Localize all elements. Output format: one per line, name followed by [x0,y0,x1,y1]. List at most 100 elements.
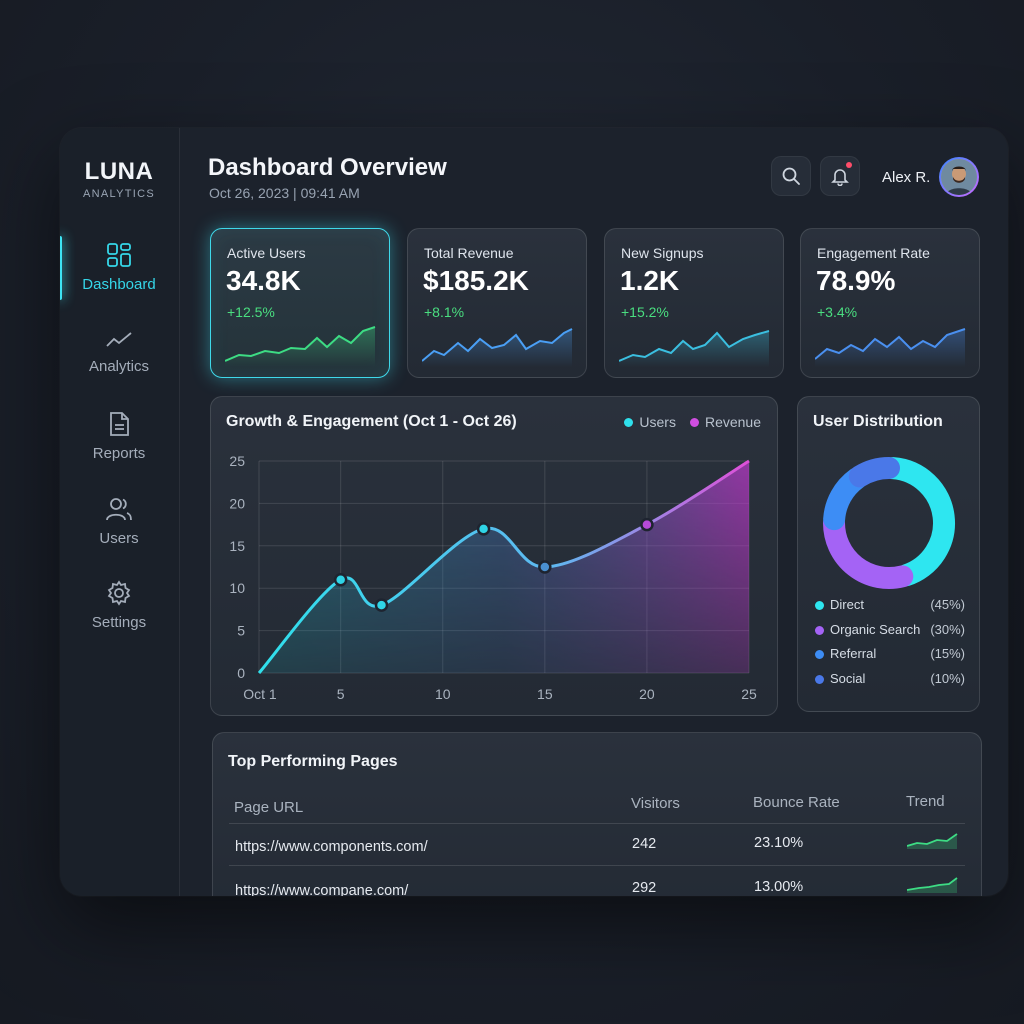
legend-label: Users [639,414,676,430]
sidebar-item-dashboard[interactable]: Dashboard [60,242,178,293]
distribution-percent: (15%) [930,646,965,661]
y-tick-label: 5 [237,623,245,639]
kpi-value: 34.8K [226,265,301,296]
distribution-legend: Direct (45%) Organic Search (30%) Referr… [815,597,965,695]
sidebar: LUNA ANALYTICS Dashboard Analytics [60,128,180,896]
sidebar-item-reports[interactable]: Reports [60,411,178,462]
sidebar-item-users[interactable]: Users [60,496,178,547]
y-tick-label: 15 [229,538,245,554]
distribution-label: Organic Search [830,621,921,637]
distribution-row-social: Social (10%) [815,671,965,696]
kpi-label: New Signups [621,245,704,261]
donut-segment-social[interactable] [848,457,900,488]
x-tick-label: 5 [337,686,345,702]
column-header-visitors[interactable]: Visitors [631,795,680,812]
kpi-card-active-users[interactable]: Active Users 34.8K +12.5% [210,228,390,378]
donut-segment-direct[interactable] [881,457,955,587]
distribution-label: Direct [830,597,864,612]
cell-url[interactable]: https://www.components.com/ [235,839,428,855]
cell-bounce-rate: 23.10% [754,835,804,851]
x-tick-label: 15 [537,686,553,702]
avatar-portrait-icon [941,159,977,195]
user-name[interactable]: Alex R. [882,169,931,186]
data-point-marker[interactable] [476,522,491,536]
growth-chart-card: Growth & Engagement (Oct 1 - Oct 26) Use… [210,396,778,716]
legend-label: Revenue [704,414,761,430]
notifications-button[interactable] [820,156,860,196]
table-divider [229,865,965,866]
kpi-label: Active Users [227,245,306,261]
user-distribution-card: User Distribution Direct (45%) Organic S… [797,396,980,712]
data-point-marker[interactable] [333,572,348,587]
distribution-percent: (45%) [930,597,965,612]
sidebar-item-label: Dashboard [82,276,156,293]
brand-subtitle: ANALYTICS [82,188,155,200]
distribution-row-organic-search: Organic Search (30%) [815,622,965,647]
gear-icon [107,580,131,606]
legend-item-revenue[interactable]: Revenue [689,414,761,430]
area-fill [259,461,749,673]
active-nav-indicator [60,236,62,300]
sidebar-item-label: Settings [91,614,147,631]
kpi-delta: +3.4% [817,304,858,320]
table-divider [229,823,965,824]
kpi-card-new-signups[interactable]: New Signups 1.2K +15.2% [604,228,784,378]
search-button[interactable] [771,156,811,196]
avatar[interactable] [939,157,979,197]
column-header-bounce-rate[interactable]: Bounce Rate [753,794,840,811]
distribution-donut [823,457,955,589]
page-title: Dashboard Overview [208,154,447,181]
brand-name: LUNA [84,158,154,185]
growth-area-chart: 0 5 10 15 20 25 Oct 1 5 10 15 20 25 [229,453,757,702]
data-point-marker[interactable] [374,598,389,612]
cell-visitors: 292 [632,880,657,896]
sidebar-item-label: Users [99,530,139,547]
x-tick-label: 10 [435,686,451,702]
sidebar-item-settings[interactable]: Settings [60,580,178,631]
legend-item-users[interactable]: Users [624,414,676,430]
column-header-url[interactable]: Page URL [234,799,304,816]
chart-legend: Users Revenue [624,414,761,430]
sidebar-item-analytics[interactable]: Analytics [60,330,178,375]
distribution-percent: (10%) [930,670,965,686]
trend-sparkline [907,833,958,849]
trend-sparkline [907,877,958,893]
brand-logo: LUNA ANALYTICS [60,158,178,200]
table-title: Top Performing Pages [228,753,398,770]
donut-segment-organic-search[interactable] [823,512,914,589]
bell-icon [831,169,849,186]
kpi-value: 1.2K [620,265,680,296]
data-point-marker[interactable] [640,517,654,532]
grid-icon [107,243,131,267]
x-tick-label: Oct 1 [243,686,277,702]
y-tick-label: 20 [229,495,245,511]
column-header-trend[interactable]: Trend [906,793,945,810]
notification-dot [846,162,852,168]
sidebar-item-label: Reports [92,445,146,462]
document-icon [110,412,129,436]
trend-line-icon [106,332,132,347]
chart-title: Growth & Engagement (Oct 1 - Oct 26) [226,413,517,430]
data-point-marker[interactable] [538,560,552,574]
kpi-delta: +12.5% [227,304,275,320]
distribution-percent: (30%) [930,621,965,637]
top-pages-card: Top Performing Pages Page URL Visitors B… [212,732,982,896]
kpi-sparkline [815,328,966,367]
distribution-row-referral: Referral (15%) [815,646,965,671]
kpi-label: Total Revenue [424,245,514,261]
cell-url[interactable]: https://www.compane.com/ [235,883,409,896]
x-tick-label: 20 [639,686,655,702]
kpi-sparkline [619,330,770,367]
kpi-delta: +15.2% [621,304,669,320]
page-datetime: Oct 26, 2023 | 09:41 AM [209,185,360,201]
kpi-sparkline [422,328,573,367]
kpi-value: $185.2K [423,265,529,296]
y-tick-label: 25 [229,453,245,469]
kpi-label: Engagement Rate [817,245,930,261]
kpi-delta: +8.1% [424,304,465,320]
kpi-card-engagement-rate[interactable]: Engagement Rate 78.9% +3.4% [800,228,980,378]
cell-visitors: 242 [632,836,657,852]
y-tick-label: 10 [229,580,245,596]
kpi-card-total-revenue[interactable]: Total Revenue $185.2K +8.1% [407,228,587,378]
sidebar-item-label: Analytics [88,358,150,375]
